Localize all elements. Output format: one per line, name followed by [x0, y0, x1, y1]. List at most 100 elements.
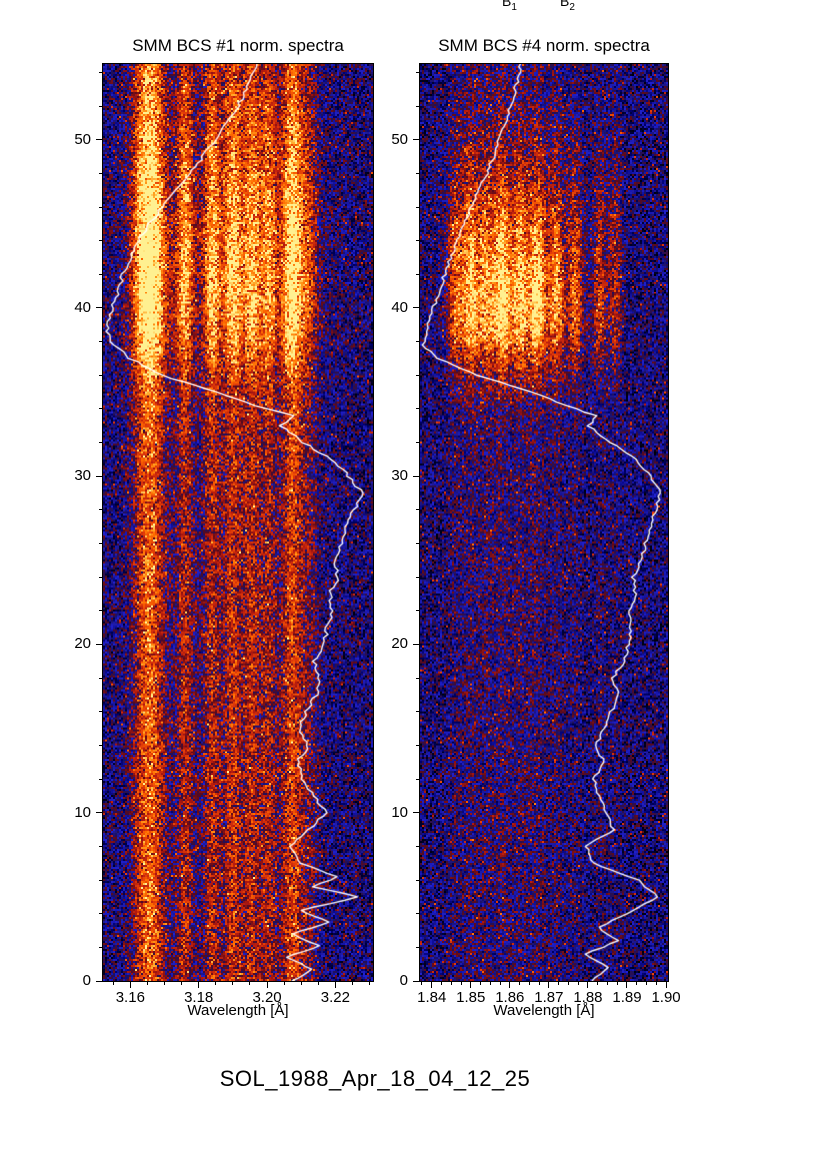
y-minor-tick — [99, 206, 103, 208]
bcs4-spectrogram-panel: SMM BCS #4 norm. spectra Wavelength [Å] … — [391, 36, 680, 1019]
y-minor-tick — [416, 71, 420, 73]
x-tick-label: 1.84 — [417, 989, 447, 1006]
y-minor-tick — [99, 341, 103, 343]
x-minor-tick — [636, 981, 638, 985]
y-minor-tick — [416, 879, 420, 881]
x-minor-tick — [421, 981, 423, 985]
x-tick — [334, 981, 336, 988]
y-tick-label: 30 — [391, 467, 408, 485]
y-tick — [96, 475, 103, 477]
x-tick-label: 1.85 — [456, 989, 486, 1006]
y-tick-label: 50 — [74, 130, 91, 148]
x-minor-tick — [489, 981, 491, 985]
y-tick — [96, 812, 103, 814]
y-minor-tick — [99, 677, 103, 679]
x-minor-tick — [112, 981, 114, 985]
y-tick-label: 20 — [391, 635, 408, 653]
y-minor-tick — [99, 778, 103, 780]
panel-title-bcs4: SMM BCS #4 norm. spectra — [438, 36, 650, 55]
y-minor-tick — [99, 172, 103, 174]
x-minor-tick — [460, 981, 462, 985]
x-minor-tick — [249, 981, 251, 985]
top-label-b1-sub: 1 — [511, 1, 517, 13]
x-minor-tick — [450, 981, 452, 985]
top-label-b2: B2 — [560, 0, 575, 13]
y-minor-tick — [99, 845, 103, 847]
x-minor-tick — [597, 981, 599, 985]
x-tick-label: 3.20 — [252, 989, 282, 1006]
y-minor-tick — [416, 610, 420, 612]
y-minor-tick — [99, 913, 103, 915]
y-minor-tick — [99, 273, 103, 275]
x-minor-tick — [528, 981, 530, 985]
y-tick — [413, 812, 420, 814]
x-tick-label: 1.88 — [573, 989, 603, 1006]
top-label-b2-base: B — [560, 0, 570, 9]
y-tick-label: 0 — [399, 972, 408, 989]
y-minor-tick — [99, 374, 103, 376]
y-tick — [413, 139, 420, 141]
x-tick — [665, 981, 667, 988]
y-tick-label: 0 — [82, 972, 91, 989]
x-minor-tick — [440, 981, 442, 985]
y-tick — [96, 980, 103, 982]
top-label-b1: B1 — [502, 0, 517, 13]
y-minor-tick — [416, 845, 420, 847]
x-tick-label: 3.22 — [320, 989, 350, 1006]
y-minor-tick — [99, 509, 103, 511]
y-minor-tick — [99, 408, 103, 410]
bcs1-lightcurve-overlay-canvas — [103, 64, 373, 981]
y-tick — [96, 643, 103, 645]
y-minor-tick — [99, 576, 103, 578]
x-tick-label: 1.89 — [612, 989, 642, 1006]
x-minor-tick — [164, 981, 166, 985]
y-tick-label: 30 — [74, 467, 91, 485]
y-minor-tick — [99, 442, 103, 444]
x-tick — [626, 981, 628, 988]
y-minor-tick — [416, 913, 420, 915]
y-minor-tick — [99, 71, 103, 73]
y-minor-tick — [416, 509, 420, 511]
x-minor-tick — [606, 981, 608, 985]
y-tick — [413, 307, 420, 309]
y-minor-tick — [99, 105, 103, 107]
x-tick — [470, 981, 472, 988]
x-tick — [129, 981, 131, 988]
y-minor-tick — [416, 172, 420, 174]
y-minor-tick — [99, 946, 103, 948]
x-minor-tick — [567, 981, 569, 985]
bcs4-x-axis-label: Wavelength [Å] — [493, 1002, 595, 1019]
x-minor-tick — [480, 981, 482, 985]
figure-caption: SOL_1988_Apr_18_04_12_25 — [219, 1066, 531, 1091]
x-minor-tick — [215, 981, 217, 985]
y-tick-label: 50 — [391, 130, 408, 148]
x-tick — [587, 981, 589, 988]
x-minor-tick — [146, 981, 148, 985]
x-minor-tick — [300, 981, 302, 985]
y-minor-tick — [416, 206, 420, 208]
x-tick-label: 1.86 — [495, 989, 525, 1006]
top-label-b1-base: B — [502, 0, 512, 9]
y-minor-tick — [416, 778, 420, 780]
x-minor-tick — [283, 981, 285, 985]
y-minor-tick — [99, 543, 103, 545]
y-tick-label: 20 — [74, 635, 91, 653]
top-label-b2-sub: 2 — [569, 1, 575, 13]
y-tick-label: 40 — [391, 298, 408, 316]
y-minor-tick — [416, 341, 420, 343]
y-minor-tick — [99, 240, 103, 242]
x-tick — [198, 981, 200, 988]
y-minor-tick — [416, 408, 420, 410]
x-minor-tick — [519, 981, 521, 985]
y-minor-tick — [416, 442, 420, 444]
y-tick — [413, 643, 420, 645]
x-minor-tick — [558, 981, 560, 985]
x-minor-tick — [317, 981, 319, 985]
x-tick-label: 3.16 — [115, 989, 145, 1006]
x-tick — [509, 981, 511, 988]
x-minor-tick — [369, 981, 371, 985]
bcs1-x-axis-label: Wavelength [Å] — [187, 1002, 289, 1019]
y-minor-tick — [416, 105, 420, 107]
y-tick — [96, 139, 103, 141]
